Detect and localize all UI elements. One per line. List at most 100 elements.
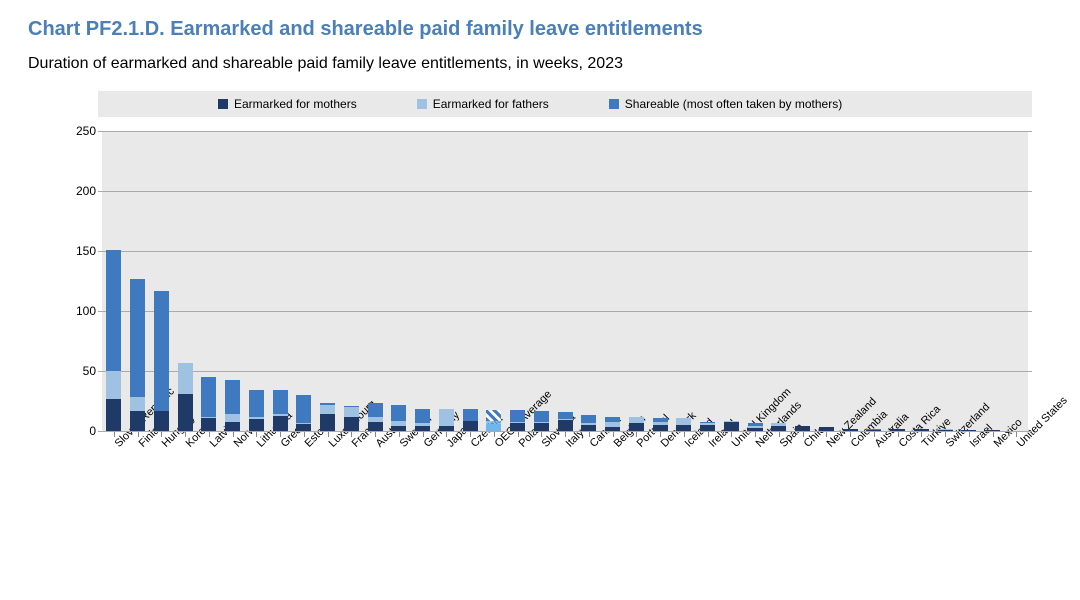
bar-seg-mothers [866, 430, 881, 431]
x-label: Mexico [981, 437, 1005, 547]
bar-seg-mothers [985, 430, 1000, 431]
bar-slot [245, 131, 269, 431]
x-label: Türkiye [910, 437, 934, 547]
bar-slot [862, 131, 886, 431]
bar-seg-mothers [106, 399, 121, 431]
x-label: Czechia [458, 437, 482, 547]
bar-stack [581, 361, 596, 431]
bar-stack [154, 226, 169, 431]
bar-slot [530, 131, 554, 431]
x-label: Latvia [197, 437, 221, 547]
chart-plot: 050100150200250 [98, 131, 1032, 431]
bar-seg-shareable [201, 377, 216, 417]
bar-slot-bg [815, 131, 839, 431]
bar-seg-mothers [795, 426, 810, 431]
legend-label-fathers: Earmarked for fathers [433, 97, 549, 111]
bar-seg-shareable [510, 410, 525, 422]
bar-slot [577, 131, 601, 431]
bar-stack [178, 288, 193, 431]
bar-slot [363, 131, 387, 431]
x-label: Switzerland [933, 437, 957, 547]
bar-seg-shareable [130, 279, 145, 397]
legend-label-mothers: Earmarked for mothers [234, 97, 357, 111]
bar-slot [910, 131, 934, 431]
y-axis: 050100150200250 [56, 131, 96, 431]
legend-swatch-shareable [609, 99, 619, 109]
bar-stack [700, 379, 715, 431]
bar-stack [558, 355, 573, 431]
x-label: Greece [268, 437, 292, 547]
bar-slot [815, 131, 839, 431]
bar-slot [506, 131, 530, 431]
gridline [98, 431, 1032, 432]
bar-stack [296, 327, 311, 431]
bar-slot [957, 131, 981, 431]
bar-seg-shareable [368, 403, 383, 417]
bar-stack [605, 365, 620, 431]
x-label: Hungary [150, 437, 174, 547]
x-label: France [340, 437, 364, 547]
x-label: Belgium [601, 437, 625, 547]
bar-seg-mothers [961, 430, 976, 431]
x-label: Costa Rica [886, 437, 910, 547]
bar-slot-bg [791, 131, 815, 431]
x-label: Australia [862, 437, 886, 547]
bar-seg-mothers [415, 426, 430, 431]
y-tick-label: 100 [56, 304, 96, 318]
bar-seg-fathers [320, 405, 335, 414]
y-tick-label: 0 [56, 424, 96, 438]
bar-seg-mothers [843, 429, 858, 431]
x-label: Lithuania [245, 437, 269, 547]
bar-slot [933, 131, 957, 431]
x-label: Sweden [387, 437, 411, 547]
bar-slot [601, 131, 625, 431]
bar-seg-shareable [273, 390, 288, 414]
bar-stack [938, 409, 953, 431]
y-tick-label: 50 [56, 364, 96, 378]
x-label: OECD Average [482, 437, 506, 547]
bar-seg-mothers [890, 429, 905, 431]
bar-stack [249, 321, 264, 431]
x-label: Poland [506, 437, 530, 547]
bar-slot [411, 131, 435, 431]
legend-item-mothers: Earmarked for mothers [218, 97, 357, 111]
bar-stack [843, 407, 858, 431]
bar-seg-shareable [581, 415, 596, 423]
bar-seg-fathers [106, 371, 121, 399]
legend-swatch-mothers [218, 99, 228, 109]
bar-stack [368, 340, 383, 431]
bar-seg-shareable [463, 409, 478, 421]
x-label: Japan [435, 437, 459, 547]
x-label: Germany [411, 437, 435, 547]
x-label: Slovak Republic [102, 437, 126, 547]
bar-stack [463, 349, 478, 431]
bar-seg-fathers [178, 363, 193, 394]
bar-slot [126, 131, 150, 431]
bar-stack [344, 345, 359, 431]
bar-slot [173, 131, 197, 431]
bar-seg-shareable [154, 291, 169, 411]
bar-seg-shareable [391, 405, 406, 421]
bar-stack [415, 349, 430, 431]
bar-slot [435, 131, 459, 431]
bar-stack [961, 412, 976, 431]
bar-seg-mothers [914, 429, 929, 431]
bar-stack [819, 395, 834, 431]
chart-area: Earmarked for mothers Earmarked for fath… [98, 91, 1032, 547]
bar-slot [720, 131, 744, 431]
x-axis-labels: Slovak RepublicFinlandHungaryKoreaLatvia… [98, 437, 1032, 547]
bar-seg-shareable [486, 410, 501, 421]
bar-seg-mothers [724, 422, 739, 431]
legend-item-shareable: Shareable (most often taken by mothers) [609, 97, 842, 111]
bar-slot-bg [838, 131, 862, 431]
bar-stack [795, 393, 810, 431]
bar-slot [221, 131, 245, 431]
bar-stack [225, 307, 240, 431]
bar-slot [102, 131, 126, 431]
bar-stack [890, 405, 905, 431]
bar-slot [743, 131, 767, 431]
x-label: Denmark [648, 437, 672, 547]
bar-seg-mothers [296, 424, 311, 431]
bar-slot [197, 131, 221, 431]
bar-seg-shareable [415, 409, 430, 423]
